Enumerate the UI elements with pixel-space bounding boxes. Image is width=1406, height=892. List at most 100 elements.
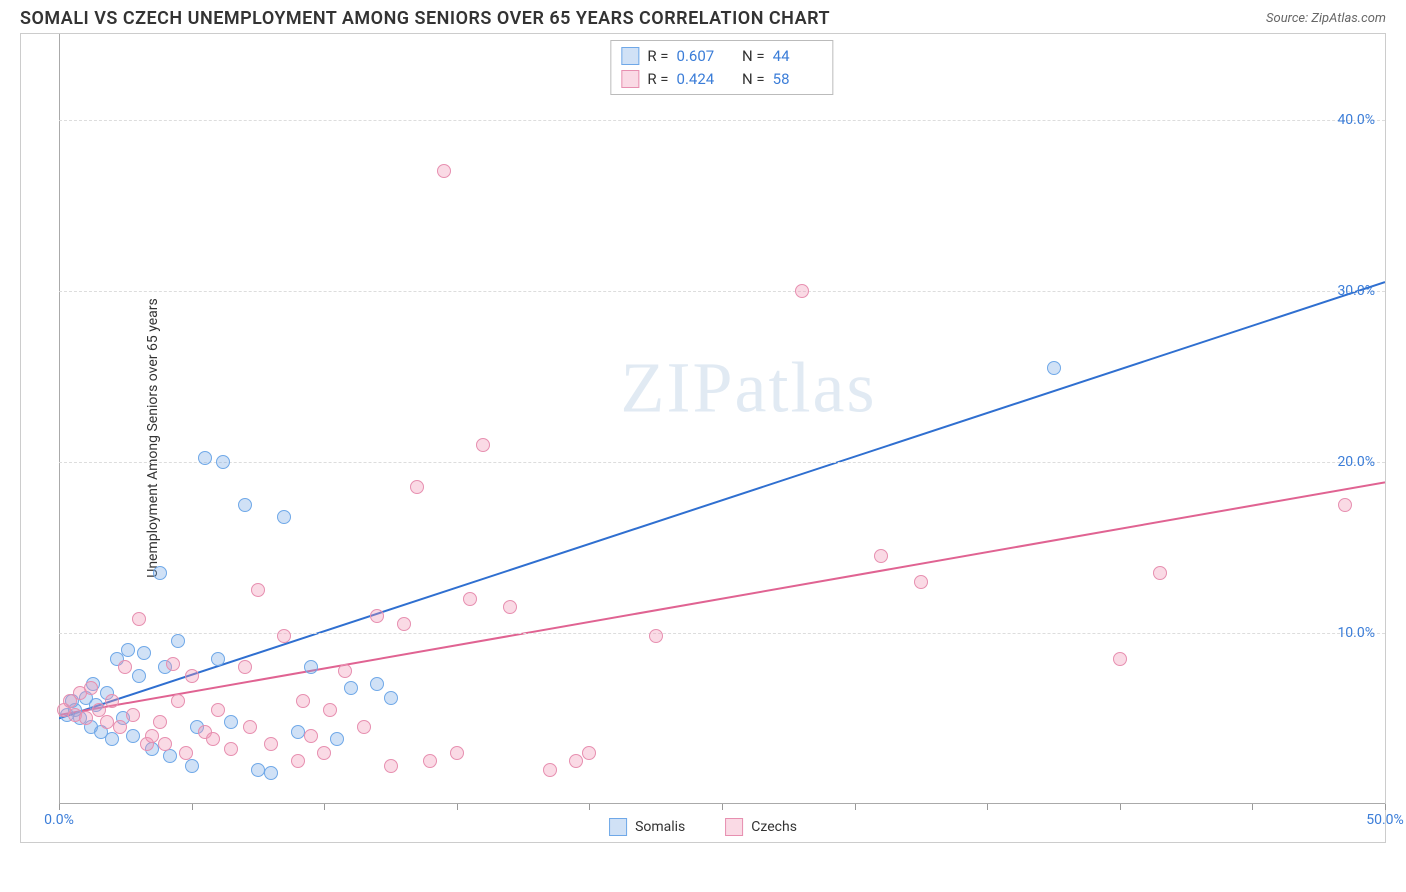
trend-lines — [59, 34, 1385, 804]
data-point — [171, 634, 185, 648]
data-point — [166, 657, 180, 671]
data-point — [163, 749, 177, 763]
y-tick-label: 40.0% — [1337, 112, 1375, 128]
data-point — [121, 643, 135, 657]
data-point — [118, 660, 132, 674]
y-tick-label: 20.0% — [1337, 454, 1375, 470]
y-tick-label: 10.0% — [1337, 625, 1375, 641]
data-point — [216, 455, 230, 469]
x-tick-mark — [59, 804, 60, 810]
data-point — [277, 510, 291, 524]
stat-r-label: R = — [647, 68, 668, 91]
x-tick-mark — [1252, 804, 1253, 810]
x-tick-mark — [855, 804, 856, 810]
data-point — [211, 703, 225, 717]
data-point — [1113, 652, 1127, 666]
data-point — [126, 729, 140, 743]
data-point — [1153, 566, 1167, 580]
chart-container: Unemployment Among Seniors over 65 years… — [20, 33, 1386, 843]
data-point — [179, 746, 193, 760]
x-tick-label: 50.0% — [1366, 812, 1404, 828]
plot-area: ZIPatlas R = 0.607 N = 44R = 0.424 N = 5… — [59, 34, 1385, 804]
correlation-stats-box: R = 0.607 N = 44R = 0.424 N = 58 — [610, 40, 833, 95]
data-point — [437, 164, 451, 178]
x-tick-mark — [1385, 804, 1386, 810]
stat-n-label: N = — [735, 45, 765, 68]
data-point — [105, 732, 119, 746]
legend-item: Czechs — [725, 818, 797, 836]
data-point — [384, 759, 398, 773]
trend-line — [59, 282, 1385, 718]
stat-n-value: 58 — [773, 68, 823, 91]
data-point — [153, 715, 167, 729]
x-tick-mark — [722, 804, 723, 810]
data-point — [238, 498, 252, 512]
x-tick-mark — [192, 804, 193, 810]
data-point — [100, 715, 114, 729]
y-axis — [59, 34, 60, 804]
data-point — [126, 708, 140, 722]
data-point — [304, 729, 318, 743]
data-point — [137, 646, 151, 660]
data-point — [795, 284, 809, 298]
data-point — [330, 732, 344, 746]
data-point — [224, 742, 238, 756]
data-point — [291, 725, 305, 739]
data-point — [1047, 361, 1061, 375]
stat-r-value: 0.607 — [677, 45, 727, 68]
legend-swatch — [609, 818, 627, 836]
data-point — [476, 438, 490, 452]
data-point — [105, 694, 119, 708]
y-tick-label: 30.0% — [1337, 283, 1375, 299]
gridline — [59, 120, 1385, 121]
legend-item: Somalis — [609, 818, 685, 836]
data-point — [317, 746, 331, 760]
data-point — [423, 754, 437, 768]
data-point — [206, 732, 220, 746]
data-point — [874, 549, 888, 563]
series-swatch — [621, 47, 639, 65]
legend: Somalis Czechs — [609, 818, 797, 836]
stat-n-value: 44 — [773, 45, 823, 68]
stat-r-value: 0.424 — [677, 68, 727, 91]
data-point — [132, 669, 146, 683]
data-point — [463, 592, 477, 606]
watermark: ZIPatlas — [621, 347, 877, 430]
data-point — [338, 664, 352, 678]
data-point — [291, 754, 305, 768]
data-point — [277, 629, 291, 643]
data-point — [569, 754, 583, 768]
data-point — [158, 737, 172, 751]
gridline — [59, 633, 1385, 634]
legend-label: Somalis — [635, 819, 685, 835]
stats-row: R = 0.424 N = 58 — [621, 68, 822, 91]
legend-label: Czechs — [751, 819, 797, 835]
data-point — [344, 681, 358, 695]
data-point — [296, 694, 310, 708]
data-point — [185, 669, 199, 683]
data-point — [224, 715, 238, 729]
stat-n-label: N = — [735, 68, 765, 91]
data-point — [582, 746, 596, 760]
data-point — [211, 652, 225, 666]
x-tick-mark — [457, 804, 458, 810]
data-point — [132, 612, 146, 626]
data-point — [185, 759, 199, 773]
legend-swatch — [725, 818, 743, 836]
x-tick-mark — [987, 804, 988, 810]
data-point — [914, 575, 928, 589]
data-point — [79, 711, 93, 725]
trend-line — [59, 482, 1385, 715]
data-point — [357, 720, 371, 734]
data-point — [649, 629, 663, 643]
x-tick-mark — [589, 804, 590, 810]
data-point — [323, 703, 337, 717]
data-point — [384, 691, 398, 705]
data-point — [370, 609, 384, 623]
data-point — [113, 720, 127, 734]
x-tick-mark — [324, 804, 325, 810]
data-point — [304, 660, 318, 674]
data-point — [543, 763, 557, 777]
stats-row: R = 0.607 N = 44 — [621, 45, 822, 68]
data-point — [370, 677, 384, 691]
